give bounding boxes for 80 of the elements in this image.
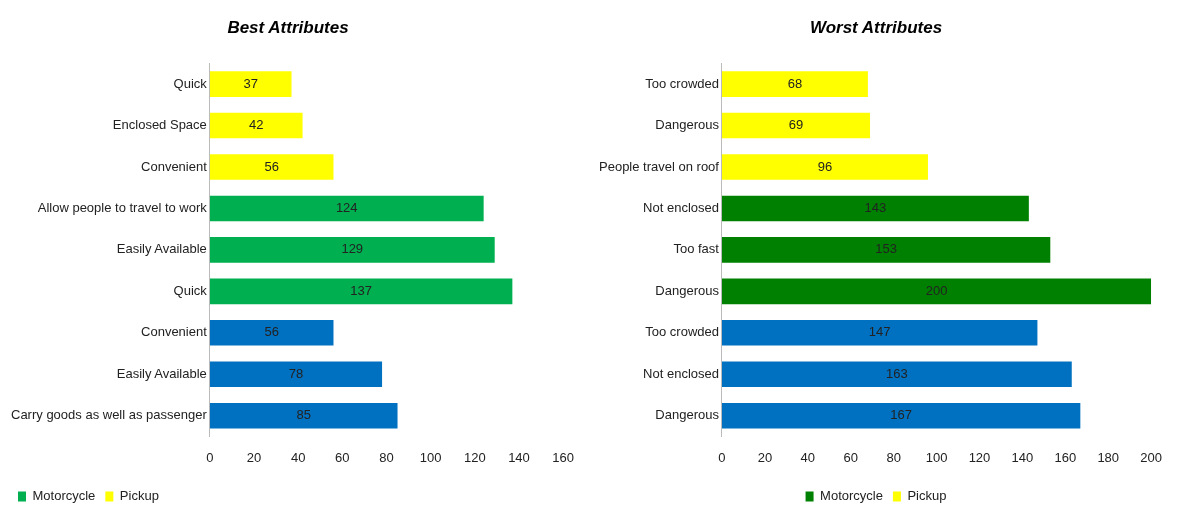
bar <box>721 237 1051 263</box>
x-tick-label: 140 <box>508 449 530 465</box>
y-tick-label: Too crowded <box>645 75 719 91</box>
y-tick-label: Quick <box>173 75 208 91</box>
x-tick-label: 40 <box>800 449 816 465</box>
x-tick-label: 20 <box>246 449 262 465</box>
x-tick-label: 160 <box>552 449 575 465</box>
bar <box>209 278 513 305</box>
data-label: 167 <box>890 407 912 423</box>
data-label: 68 <box>787 75 803 91</box>
data-label: 42 <box>248 117 264 133</box>
data-label: 37 <box>243 75 258 91</box>
data-label: 85 <box>296 407 311 423</box>
x-tick-label: 80 <box>886 449 901 465</box>
chart-title: Best Attributes <box>227 17 349 37</box>
data-label: 200 <box>925 282 948 298</box>
legend-label: Pickup <box>907 488 947 504</box>
y-tick-label: Carry goods as well as passenger <box>10 407 208 423</box>
x-tick-label: 120 <box>463 449 486 465</box>
bar <box>721 402 1081 429</box>
x-tick-label: 60 <box>843 449 858 465</box>
x-tick-label: 140 <box>1011 449 1034 465</box>
y-tick-label: Too crowded <box>645 324 719 340</box>
bar <box>209 112 303 139</box>
legend-label: Pickup <box>119 488 159 504</box>
data-label: 153 <box>875 241 897 257</box>
data-label: 78 <box>288 365 304 381</box>
bar <box>721 71 868 97</box>
bar <box>721 154 928 180</box>
x-tick-label: 120 <box>968 449 991 465</box>
bar <box>209 237 495 263</box>
x-tick-label: 20 <box>757 449 773 465</box>
y-tick-label: Dangerous <box>655 282 720 298</box>
y-tick-label: Convenient <box>141 158 208 174</box>
bar <box>209 195 484 222</box>
y-tick-label: Convenient <box>141 324 208 340</box>
bar <box>209 361 383 388</box>
bar <box>209 402 398 429</box>
data-label: 163 <box>886 365 908 381</box>
x-tick-label: 100 <box>925 449 948 465</box>
bar <box>721 361 1072 388</box>
y-tick-label: Easily Available <box>116 365 207 381</box>
x-tick-label: 0 <box>206 449 214 465</box>
x-tick-label: 0 <box>718 449 726 465</box>
x-tick-label: 180 <box>1097 449 1120 465</box>
y-tick-label: People travel on roof <box>599 158 720 174</box>
y-tick-label: Allow people to travel to work <box>37 200 208 216</box>
bar <box>721 112 871 139</box>
y-tick-label: Not enclosed <box>643 365 719 381</box>
y-tick-label: Not enclosed <box>643 200 719 216</box>
y-tick-label: Quick <box>173 282 208 298</box>
legend-label: Motorcycle <box>32 488 96 504</box>
data-label: 129 <box>341 241 364 257</box>
bar <box>721 319 1038 346</box>
x-tick-label: 40 <box>290 449 306 465</box>
x-tick-label: 200 <box>1140 449 1163 465</box>
x-tick-label: 80 <box>379 449 394 465</box>
bar <box>209 154 334 180</box>
data-label: 56 <box>264 158 279 174</box>
chart-title: Worst Attributes <box>809 17 943 37</box>
data-label: 137 <box>350 282 372 298</box>
bar <box>721 278 1152 305</box>
y-tick-label: Enclosed Space <box>112 117 207 133</box>
y-tick-label: Dangerous <box>655 407 720 423</box>
x-tick-label: 60 <box>335 449 350 465</box>
y-tick-label: Dangerous <box>655 117 720 133</box>
data-label: 69 <box>788 117 804 133</box>
data-label: 143 <box>864 200 887 216</box>
x-tick-label: 100 <box>419 449 442 465</box>
x-tick-label: 160 <box>1054 449 1077 465</box>
bar <box>209 71 292 97</box>
y-tick-label: Too fast <box>673 241 720 257</box>
data-label: 56 <box>264 324 279 340</box>
data-label: 124 <box>335 200 358 216</box>
data-label: 147 <box>868 324 891 340</box>
y-tick-label: Easily Available <box>116 241 207 257</box>
data-label: 96 <box>817 158 833 174</box>
legend-label: Motorcycle <box>820 488 883 504</box>
bar <box>209 319 334 346</box>
bar <box>721 195 1029 222</box>
